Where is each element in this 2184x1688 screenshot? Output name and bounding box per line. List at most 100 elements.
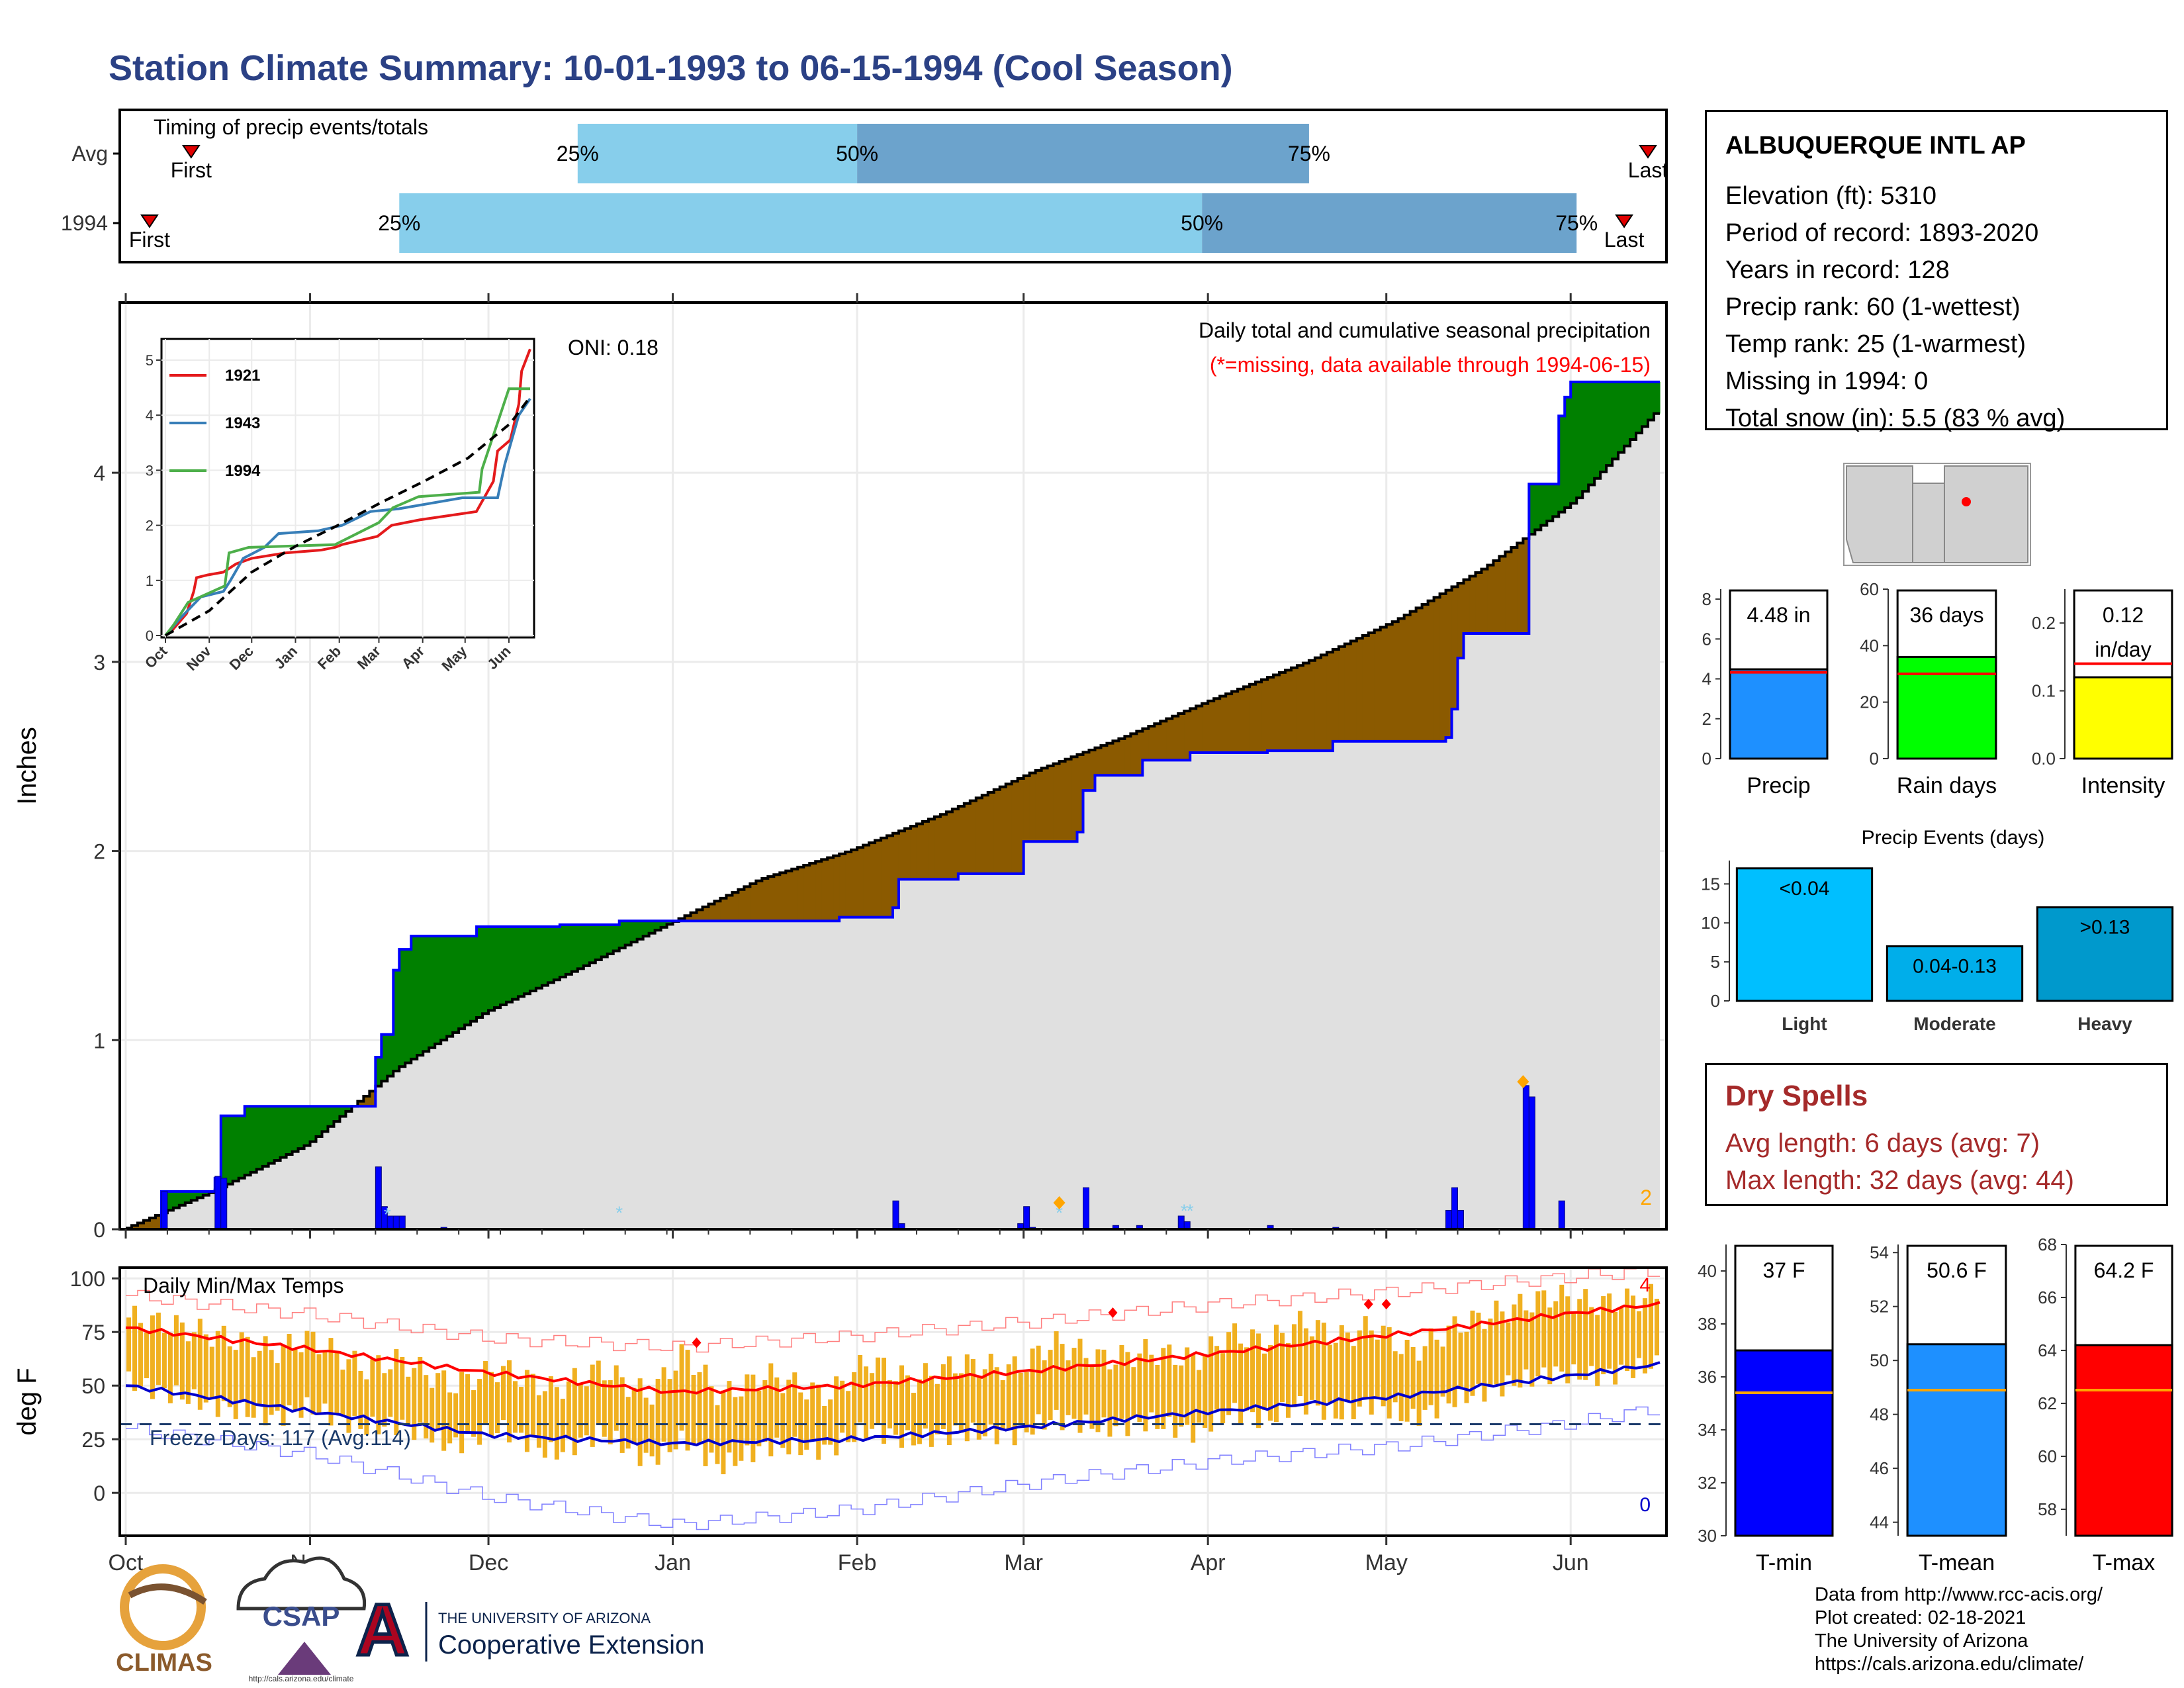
daily-temp-bar [518, 1387, 523, 1433]
main-subtitle: (*=missing, data available through 1994-… [1210, 353, 1651, 377]
daily-temp-bar [1060, 1344, 1065, 1430]
inset-ytick-label: 0 [146, 628, 154, 644]
daily-temp-bar [524, 1370, 529, 1452]
daily-temp-bar [1000, 1380, 1005, 1430]
daily-temp-bar [1601, 1296, 1606, 1375]
daily-temp-bar [1279, 1333, 1285, 1403]
daily-temp-bar [1309, 1336, 1314, 1400]
cumulative-diff-fill [1475, 573, 1482, 633]
daily-temp-bar [447, 1392, 453, 1444]
daily-temp-bar [382, 1373, 387, 1427]
cumulative-diff-fill [328, 1106, 335, 1127]
cumulative-diff-fill [1517, 543, 1524, 633]
daily-temp-bar [852, 1372, 857, 1442]
bar-ytick-label: 40 [1860, 635, 1879, 655]
cumulative-diff-fill [405, 949, 412, 1063]
daily-temp-bar [1095, 1349, 1101, 1432]
footer-line-university: The University of Arizona [1815, 1630, 2028, 1652]
cumulative-diff-fill [797, 867, 804, 921]
daily-temp-bar [1256, 1333, 1261, 1429]
cumulative-diff-fill [1291, 667, 1298, 751]
cumulative-diff-fill [244, 1106, 251, 1176]
bar_tmin-value-label: 37 F [1762, 1258, 1805, 1282]
cumulative-diff-fill [981, 795, 989, 874]
daily-temp-bar [917, 1379, 922, 1444]
daily-temp-bar [239, 1332, 244, 1401]
daily-temp-bar [834, 1376, 839, 1456]
cumulative-diff-fill [1404, 615, 1411, 741]
page-title: Station Climate Summary: 10-01-1993 to 0… [109, 48, 1233, 88]
cumulative-diff-fill [238, 1115, 246, 1178]
record-diamond-icon [1517, 1075, 1529, 1089]
daily-temp-bar [257, 1350, 262, 1405]
station-years: Years in record: 128 [1725, 256, 1950, 284]
cumulative-diff-fill [1344, 643, 1351, 741]
ua-logo-line1: THE UNIVERSITY OF ARIZONA [438, 1610, 651, 1626]
daily-temp-bar [477, 1379, 482, 1445]
daily-temp-bar [1422, 1346, 1428, 1410]
cumulative-diff-fill [1433, 597, 1441, 741]
daily-temp-bar [1077, 1338, 1083, 1433]
daily-temp-bar [418, 1357, 423, 1423]
daily-temp-bar [1410, 1347, 1416, 1409]
cumulative-diff-fill [471, 936, 477, 1021]
daily-temp-bar [1565, 1296, 1570, 1383]
daily-temp-bar [1613, 1311, 1618, 1385]
daily-temp-bar [1125, 1352, 1130, 1436]
cumulative-diff-fill [1582, 382, 1589, 492]
cumulative-diff-fill [375, 1057, 382, 1086]
oni-annotation: ONI: 0.18 [568, 336, 659, 359]
cumulative-diff-fill [993, 789, 1001, 874]
daily-temp-bar [167, 1333, 173, 1403]
temps-corner-max: 4 [1639, 1274, 1651, 1296]
cumulative-diff-fill [465, 936, 471, 1025]
cumulative-diff-fill [768, 876, 774, 921]
cumulative-diff-fill [1535, 484, 1541, 530]
cumulative-diff-fill [185, 1191, 192, 1203]
cumulative-diff-fill [1184, 711, 1191, 761]
bar_raindays-xlabel: Rain days [1897, 773, 1997, 798]
inset-ytick-label: 2 [146, 518, 154, 534]
cumulative-diff-fill [857, 847, 864, 917]
state-map [1843, 463, 2031, 566]
daily-temp-bar [1006, 1364, 1011, 1430]
cumulative-diff-fill [601, 925, 608, 957]
daily-temp-bar [1387, 1327, 1392, 1419]
cumulative-diff-fill [286, 1106, 293, 1155]
cumulative-diff-fill [1095, 747, 1102, 776]
cumulative-diff-fill [179, 1191, 186, 1205]
cumulative-diff-fill [411, 936, 418, 1059]
daily-temp-bar [1071, 1348, 1077, 1419]
daily-temp-bar [703, 1364, 708, 1466]
record-high-diamond-icon [1363, 1299, 1373, 1310]
cumulative-diff-fill [1314, 657, 1322, 751]
cumulative-diff-fill [1065, 759, 1072, 842]
daily-temp-bar [1083, 1358, 1089, 1415]
temps-ylabel: deg F [13, 1368, 42, 1435]
daily-temp-bar [1220, 1353, 1226, 1424]
daily-temp-bar [1131, 1367, 1136, 1418]
daily-temp-bar [864, 1366, 869, 1438]
dry-spells-title: Dry Spells [1725, 1080, 1868, 1112]
bar_tmax-xlabel: T-max [2093, 1550, 2155, 1575]
daily-temp-bar [1137, 1353, 1142, 1423]
cumulative-diff-fill [340, 1106, 347, 1117]
bar_tmean-value-bar [1906, 1343, 2007, 1537]
cumulative-diff-fill [565, 925, 572, 974]
daily-precip-bar [1023, 1206, 1030, 1230]
bar-ytick-label: 40 [1698, 1261, 1717, 1281]
cumulative-diff-fill [714, 901, 721, 921]
daily-temp-bar [370, 1359, 375, 1417]
bar-ytick-label: 64 [2038, 1340, 2057, 1360]
cumulative-diff-fill [625, 921, 632, 945]
daily-temp-bar [572, 1368, 577, 1456]
bar-ytick-label: 0.0 [2032, 749, 2056, 769]
bar-ytick-label: 0 [1702, 749, 1711, 769]
cumulative-diff-fill [1642, 382, 1649, 427]
daily-temp-bar [161, 1333, 167, 1389]
bar-ytick-label: 68 [2038, 1235, 2057, 1254]
cumulative-diff-fill [589, 925, 596, 963]
events-title: Precip Events (days) [1862, 827, 2045, 849]
cumulative-diff-fill [1594, 382, 1601, 479]
cumulative-diff-fill [393, 970, 400, 1071]
